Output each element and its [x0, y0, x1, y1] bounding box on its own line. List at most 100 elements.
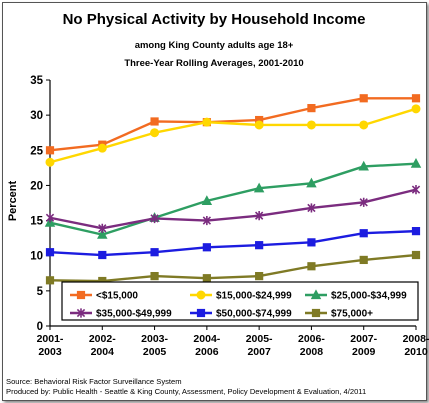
y-tick-label: 25 [30, 145, 43, 157]
series-line [49, 107, 417, 164]
legend-swatch-marker [310, 289, 322, 300]
data-point [202, 215, 212, 226]
series-1 [45, 104, 421, 167]
data-point [359, 229, 368, 238]
producer-note: Produced by: Public Health - Seattle & K… [6, 387, 366, 396]
data-point [150, 248, 159, 257]
legend-swatch-marker [196, 308, 206, 318]
data-point [254, 120, 264, 130]
data-point [98, 250, 107, 260]
y-tick-label: 35 [30, 75, 43, 87]
x-tick-label-start: 2006- [298, 333, 325, 345]
data-point [202, 243, 211, 252]
x-tick-label-end: 2006 [195, 346, 219, 358]
y-tick-label: 15 [30, 216, 43, 228]
series-0 [45, 94, 421, 155]
data-point [97, 228, 108, 239]
y-axis-label: Percent [7, 180, 19, 221]
data-point [150, 128, 160, 138]
series-line [49, 188, 417, 230]
series-4 [45, 227, 421, 260]
chart-subtitle-population: among King County adults age 18+ [135, 40, 294, 51]
series-line [49, 162, 417, 236]
x-tick-label-end: 2007 [247, 346, 271, 358]
data-point [202, 274, 211, 283]
data-point [202, 117, 212, 127]
legend: <$15,000 $15,000-$24,999 $25,000-$34,999 $3… [61, 281, 419, 321]
legend-label: $50,000-$74,999 [216, 309, 292, 320]
x-tick-label-end: 2009 [352, 346, 376, 358]
legend-swatch-marker [311, 308, 321, 318]
data-point [45, 276, 55, 285]
x-tick-label-start: 2005- [246, 333, 273, 345]
legend-label: $35,000-$49,999 [96, 309, 172, 320]
y-tick-label: 30 [30, 110, 43, 122]
data-point [306, 120, 316, 130]
data-point [45, 248, 55, 257]
data-point [307, 262, 316, 271]
series-line [49, 97, 416, 152]
legend-swatch-marker [76, 290, 86, 300]
x-tick-label-start: 2003- [141, 333, 168, 345]
legend-label: <$15,000 [96, 291, 138, 302]
data-point [306, 177, 317, 188]
data-point [45, 157, 55, 167]
x-tick-label-start: 2004- [193, 333, 220, 345]
data-point [255, 271, 264, 281]
x-tick-label-end: 2008 [300, 346, 324, 358]
x-tick-label-start: 2001- [37, 333, 64, 345]
y-tick-label: 20 [30, 180, 43, 192]
source-note: Source: Behavioral Risk Factor Surveilla… [6, 377, 182, 386]
x-tick-label-start: 2007- [350, 333, 377, 345]
data-point [359, 255, 368, 265]
data-point [253, 182, 265, 193]
x-tick-label-end: 2003 [38, 346, 62, 358]
data-point [411, 250, 421, 260]
data-point [45, 213, 55, 223]
data-point [150, 213, 159, 224]
data-point [45, 146, 55, 155]
chart-subtitle-period: Three-Year Rolling Averages, 2001-2010 [124, 58, 303, 69]
data-point [255, 241, 264, 250]
data-point [150, 117, 159, 126]
legend-swatch-marker [76, 308, 86, 318]
data-point [307, 203, 316, 213]
legend-swatch-marker [196, 290, 206, 300]
y-tick-label: 5 [37, 286, 44, 298]
data-point [97, 143, 107, 153]
chart-title: No Physical Activity by Household Income [63, 11, 366, 28]
data-point [150, 271, 159, 281]
x-tick-label-end: 2010 [404, 346, 428, 358]
y-tick-label: 10 [30, 251, 43, 263]
series-3 [45, 185, 421, 233]
legend-label: $15,000-$24,999 [216, 291, 292, 302]
data-point [201, 195, 213, 205]
y-tick-label: 0 [37, 321, 43, 333]
data-point [411, 185, 421, 195]
data-point [254, 211, 264, 221]
series-line [49, 253, 417, 283]
data-point [307, 238, 316, 247]
axes: 051015202530352001-20032002-20042003-200… [30, 75, 429, 358]
x-tick-label-start: 2008- [403, 333, 429, 345]
x-tick-label-end: 2005 [143, 346, 167, 358]
data-point [359, 94, 368, 103]
data-point [411, 227, 421, 236]
data-point [98, 223, 107, 233]
legend-label: $25,000-$34,999 [331, 291, 407, 302]
data-point [411, 104, 421, 114]
data-point [359, 120, 369, 130]
x-tick-label-start: 2002- [89, 333, 116, 345]
x-tick-label-end: 2004 [91, 346, 115, 358]
legend-box [61, 281, 419, 321]
data-point [410, 157, 422, 168]
data-point [358, 160, 369, 171]
series-line [49, 229, 417, 257]
data-point [411, 94, 421, 103]
series-layer [44, 94, 422, 286]
data-point [359, 197, 368, 207]
data-point [307, 104, 316, 113]
legend-label: $75,000+ [331, 309, 373, 320]
